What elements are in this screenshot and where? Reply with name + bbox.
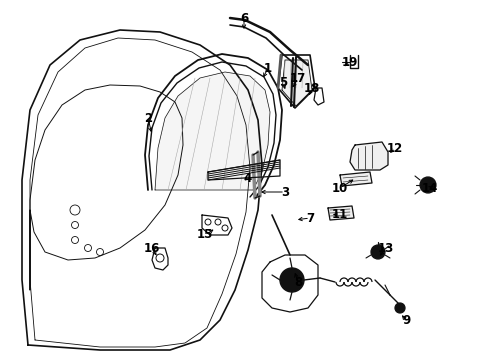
Polygon shape — [328, 206, 354, 220]
Circle shape — [395, 303, 405, 313]
Text: 14: 14 — [422, 181, 438, 194]
Circle shape — [280, 268, 304, 292]
Polygon shape — [22, 30, 262, 350]
Polygon shape — [340, 172, 372, 186]
Text: 8: 8 — [294, 275, 302, 288]
Text: 12: 12 — [387, 141, 403, 154]
Text: 16: 16 — [144, 242, 160, 255]
Text: 7: 7 — [306, 211, 314, 225]
Circle shape — [420, 177, 436, 193]
Text: 17: 17 — [290, 72, 306, 85]
Text: 3: 3 — [281, 185, 289, 198]
Text: 18: 18 — [304, 81, 320, 94]
Polygon shape — [155, 72, 270, 190]
Text: 4: 4 — [244, 171, 252, 184]
Text: 13: 13 — [378, 242, 394, 255]
Text: 15: 15 — [197, 229, 213, 242]
Text: 1: 1 — [264, 62, 272, 75]
Text: 5: 5 — [279, 76, 287, 89]
Polygon shape — [350, 142, 388, 170]
Text: 10: 10 — [332, 181, 348, 194]
Text: 2: 2 — [144, 112, 152, 125]
Text: 11: 11 — [332, 208, 348, 221]
Text: 9: 9 — [402, 314, 410, 327]
Text: 6: 6 — [240, 12, 248, 24]
Circle shape — [371, 245, 385, 259]
Text: 19: 19 — [342, 55, 358, 68]
Polygon shape — [282, 60, 312, 106]
Polygon shape — [262, 255, 318, 312]
